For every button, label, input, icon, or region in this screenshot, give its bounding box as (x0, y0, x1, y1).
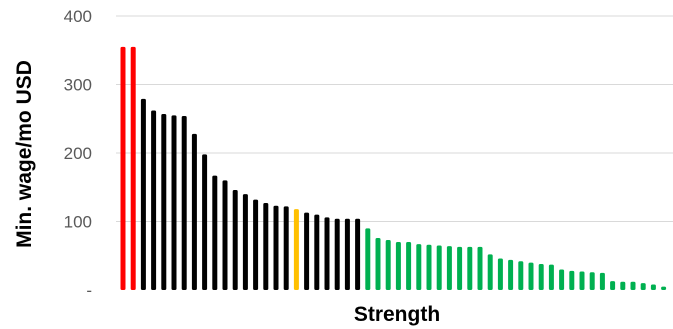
bar (548, 264, 554, 290)
y-axis-tick-labels: - 100 200 300 400 (64, 7, 92, 300)
bar (446, 246, 452, 290)
bar (273, 205, 279, 290)
bar (253, 199, 259, 290)
bar (487, 254, 493, 290)
bar (151, 110, 157, 290)
bar (375, 237, 381, 290)
bar (589, 272, 595, 290)
bar (620, 281, 626, 290)
bar (130, 46, 136, 290)
bar (314, 214, 320, 290)
bar (426, 244, 432, 290)
bar (610, 281, 616, 290)
bar (457, 246, 463, 290)
y-axis-title: Min. wage/mo USD (13, 60, 36, 248)
bar (497, 258, 503, 290)
x-axis-title: Strength (354, 303, 440, 326)
bar (171, 115, 177, 290)
bar (161, 113, 167, 291)
bar (344, 218, 350, 290)
y-tick-label: - (86, 281, 92, 300)
bar (661, 286, 667, 290)
bar (559, 269, 565, 290)
bar (222, 180, 228, 290)
bar (650, 284, 656, 290)
bar (202, 154, 208, 290)
bar (579, 271, 585, 290)
bar (385, 240, 391, 290)
bar (283, 206, 289, 290)
bar (406, 242, 412, 290)
y-tick-label: 400 (64, 7, 92, 26)
bar (232, 189, 238, 290)
bar (518, 261, 524, 290)
y-tick-label: 100 (64, 213, 92, 232)
bar (569, 270, 575, 290)
y-tick-label: 300 (64, 76, 92, 95)
bar (538, 263, 544, 290)
bar (191, 133, 197, 290)
bar (528, 262, 534, 290)
bar (120, 46, 126, 290)
bar (477, 246, 483, 290)
bar (181, 116, 187, 290)
bar (212, 175, 218, 290)
bar (355, 218, 361, 290)
bar (436, 245, 442, 290)
bar (263, 203, 269, 290)
bar (395, 242, 401, 290)
y-tick-label: 200 (64, 144, 92, 163)
bar (334, 218, 340, 290)
bar (508, 259, 514, 290)
gridlines (116, 15, 673, 222)
bar (416, 244, 422, 290)
bar (365, 228, 371, 290)
bar (324, 217, 330, 290)
bars (120, 46, 667, 291)
bar (467, 246, 473, 290)
bar (599, 272, 605, 291)
bar (630, 281, 636, 290)
bar (242, 194, 248, 290)
bar (293, 209, 299, 290)
bar (140, 98, 146, 290)
bar (640, 283, 646, 290)
bar (304, 212, 310, 290)
